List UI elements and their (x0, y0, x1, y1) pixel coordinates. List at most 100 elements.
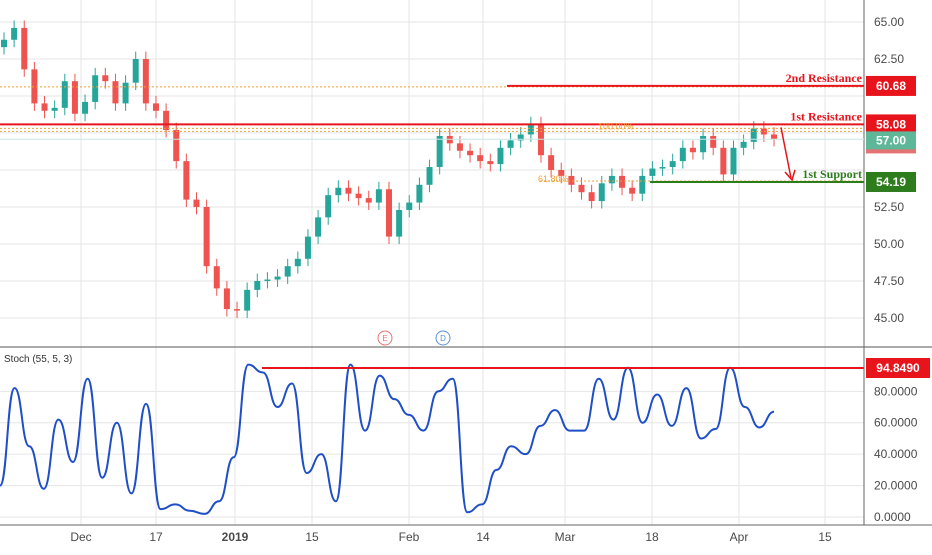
candle-body (548, 155, 555, 170)
axis-highlight-text: 57.00 (876, 133, 906, 147)
candle-body (588, 192, 595, 202)
candle-body (507, 140, 514, 148)
candle-body (467, 150, 474, 156)
candle-body (71, 81, 78, 114)
candle-body (274, 276, 281, 280)
candle-body (456, 143, 463, 151)
candle-body (497, 147, 504, 165)
price-pane (1, 20, 777, 318)
stoch-axis-label: 20.0000 (874, 479, 918, 493)
dividend-icon-letter: D (440, 334, 446, 343)
candle-body (527, 124, 534, 135)
candle-body (720, 147, 727, 175)
price-axis-label: 62.50 (874, 52, 904, 66)
candle-body (112, 81, 119, 104)
candle-body (304, 236, 311, 259)
candle-body (679, 147, 686, 162)
second-resistance-badge (866, 75, 916, 96)
candle-body (294, 258, 301, 267)
time-axis-label: 15 (305, 530, 319, 544)
stoch-axis-label: 80.0000 (874, 384, 918, 398)
price-axis-label: 52.50 (874, 200, 904, 214)
candle-body (21, 27, 28, 70)
candle-body (700, 135, 707, 153)
candle-body (163, 110, 170, 131)
candle-body (598, 183, 605, 202)
earnings-icon (377, 330, 393, 346)
candle-body (568, 175, 575, 185)
candle-body (223, 288, 230, 310)
time-axis-label: Mar (555, 530, 576, 544)
candle-body (1, 39, 7, 48)
first-support-label: 1st Support (802, 167, 862, 181)
down-arrow-head (784, 169, 796, 182)
second-resistance-badge-text: 60.68 (876, 79, 906, 93)
candle-body (355, 193, 362, 199)
candle-body (416, 184, 423, 203)
candle-body (649, 168, 656, 176)
candle-body (284, 266, 291, 277)
price-axis-label: 47.50 (874, 274, 904, 288)
candle-body (41, 103, 48, 111)
fib-618-label: 61.80% (538, 174, 569, 184)
candle-body (102, 75, 109, 82)
annotations: 2nd Resistance 1st Resistance 1st Support 1… (0, 71, 930, 378)
candle-body (396, 209, 403, 237)
time-axis-label: Apr (730, 530, 749, 544)
candle-body (669, 161, 676, 168)
candle-body (173, 130, 180, 162)
stoch-pane (0, 363, 864, 515)
candle-body (132, 59, 139, 83)
first-support-badge-text: 54.19 (876, 175, 906, 189)
time-axis-label: 17 (149, 530, 163, 544)
candle-body (51, 107, 58, 111)
stoch-level-badge (866, 358, 930, 378)
candle-body (426, 167, 433, 185)
candle-body (31, 69, 38, 104)
candle-body (436, 135, 443, 168)
axis-highlight-box (866, 131, 916, 150)
candle-body (760, 128, 767, 135)
first-support-badge (866, 171, 916, 192)
stoch-axis-label: 40.0000 (874, 447, 918, 461)
price-axis-label: 65.00 (874, 15, 904, 29)
stoch-level-badge-text: 94.8490 (876, 361, 920, 375)
candle-body (659, 167, 666, 169)
candle-body (82, 101, 89, 114)
time-axis-label: 14 (476, 530, 490, 544)
candle-body (375, 189, 382, 203)
candle-body (517, 134, 524, 141)
time-axis-label: 2019 (222, 530, 249, 544)
candle-body (629, 187, 636, 194)
candle-body (771, 134, 777, 139)
candle-body (365, 198, 372, 203)
candle-body (264, 279, 271, 282)
time-axis-label: 15 (818, 530, 832, 544)
stoch-indicator-label[interactable]: Stoch (55, 5, 3) (4, 354, 72, 365)
candle-body (345, 187, 352, 194)
candle-body (193, 199, 200, 207)
stoch-axis-label: 0.0000 (874, 510, 911, 524)
candle-body (335, 187, 342, 196)
candle-body (244, 289, 251, 311)
candle-body (11, 27, 18, 40)
price-axis-label: 45.00 (874, 311, 904, 325)
candle-body (142, 59, 149, 104)
candle-body (740, 141, 747, 148)
candle-body (92, 75, 99, 102)
time-axis-label: Dec (70, 530, 91, 544)
candle-body (730, 147, 737, 175)
candle-body (750, 128, 757, 142)
candle-body (254, 281, 261, 290)
first-resistance-badge (866, 114, 916, 135)
candle-body (477, 155, 484, 162)
candle-body (578, 184, 585, 193)
down-arrow-line (780, 127, 792, 179)
candle-body (619, 175, 626, 188)
candle-body (315, 217, 322, 237)
candle-body (183, 161, 190, 200)
second-resistance-label: 2nd Resistance (786, 71, 863, 85)
time-axis-label: Feb (399, 530, 420, 544)
first-resistance-label: 1st Resistance (790, 109, 862, 123)
candle-body (386, 189, 392, 237)
